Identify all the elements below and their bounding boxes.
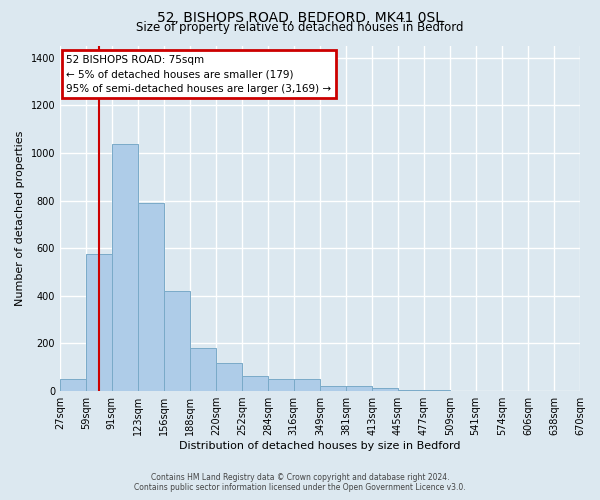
Bar <box>320 386 346 391</box>
Bar <box>86 254 112 391</box>
Text: Size of property relative to detached houses in Bedford: Size of property relative to detached ho… <box>136 22 464 35</box>
Bar <box>112 144 137 391</box>
Bar <box>346 386 372 391</box>
Bar <box>294 379 320 391</box>
Bar <box>242 376 268 391</box>
Bar <box>398 390 424 391</box>
X-axis label: Distribution of detached houses by size in Bedford: Distribution of detached houses by size … <box>179 441 461 451</box>
Bar <box>190 348 216 391</box>
Bar <box>164 291 190 391</box>
Bar <box>424 390 450 391</box>
Text: 52, BISHOPS ROAD, BEDFORD, MK41 0SL: 52, BISHOPS ROAD, BEDFORD, MK41 0SL <box>157 11 443 25</box>
Y-axis label: Number of detached properties: Number of detached properties <box>15 131 25 306</box>
Bar <box>372 388 398 391</box>
Bar <box>60 379 86 391</box>
Text: 52 BISHOPS ROAD: 75sqm
← 5% of detached houses are smaller (179)
95% of semi-det: 52 BISHOPS ROAD: 75sqm ← 5% of detached … <box>66 54 331 94</box>
Bar <box>216 362 242 391</box>
Text: Contains HM Land Registry data © Crown copyright and database right 2024.
Contai: Contains HM Land Registry data © Crown c… <box>134 472 466 492</box>
Bar <box>137 203 164 391</box>
Bar <box>268 379 294 391</box>
